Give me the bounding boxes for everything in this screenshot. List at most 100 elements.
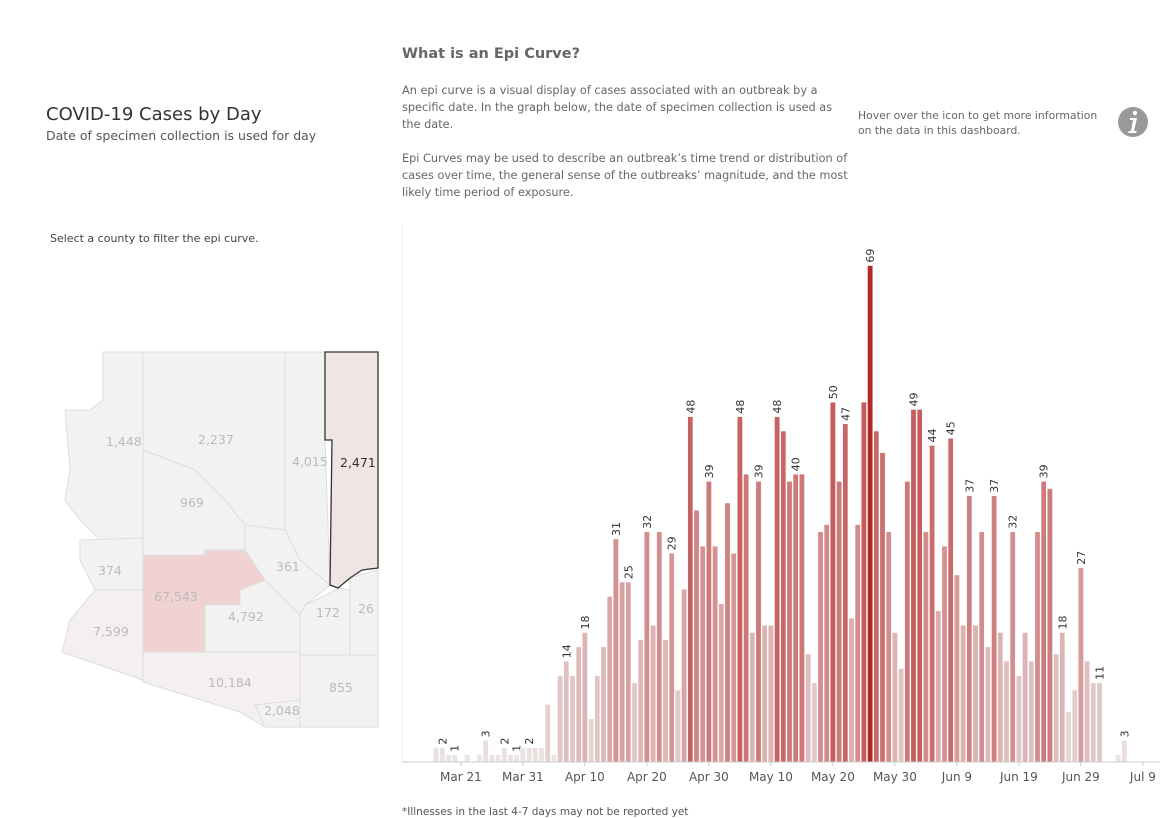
data-label: 39: [1038, 464, 1051, 478]
bar: [594, 675, 601, 763]
info-icon[interactable]: [1118, 107, 1148, 137]
county-value: 172: [316, 605, 340, 620]
x-tick-label: Apr 30: [689, 770, 729, 784]
bar: [768, 625, 774, 763]
county-value: 67,543: [154, 589, 198, 604]
bar: [929, 445, 935, 763]
bar: [538, 747, 545, 763]
county[interactable]: [61, 589, 144, 681]
bar: [569, 675, 576, 763]
data-label: 48: [684, 400, 697, 414]
bar: [817, 531, 824, 763]
info-paragraph: An epi curve is a visual display of case…: [402, 84, 833, 131]
bar: [1003, 661, 1010, 763]
bar: [774, 416, 780, 763]
data-label: 37: [963, 479, 976, 493]
bar: [947, 438, 954, 763]
county-value: 4,792: [228, 609, 264, 624]
bar: [575, 646, 582, 763]
bar: [910, 409, 917, 763]
bar: [668, 553, 675, 763]
bar: [743, 474, 749, 763]
bar: [1059, 632, 1066, 763]
county-value: 374: [98, 563, 122, 578]
data-label: 18: [579, 616, 592, 630]
data-label: 37: [988, 479, 1001, 493]
data-label: 39: [703, 464, 716, 478]
county-value: 1,448: [106, 434, 142, 449]
bar: [532, 747, 539, 763]
bar: [706, 481, 712, 763]
county-value: 361: [276, 559, 300, 574]
county-value: 10,184: [208, 675, 252, 690]
data-label: 31: [610, 522, 623, 536]
bar: [1047, 488, 1053, 763]
bar: [997, 632, 1004, 763]
bar: [1028, 661, 1035, 763]
bar: [606, 596, 613, 763]
bar: [861, 402, 867, 763]
bar: [730, 553, 737, 763]
county-selected[interactable]: [324, 351, 379, 589]
bar: [724, 502, 731, 763]
data-label: 27: [1075, 551, 1088, 565]
bar: [954, 574, 960, 763]
x-tick-label: May 20: [811, 770, 855, 784]
data-label: 44: [926, 428, 939, 442]
bar: [625, 581, 632, 763]
bar: [892, 632, 898, 763]
data-label: 1: [449, 745, 462, 752]
bar: [563, 661, 570, 763]
x-tick-label: Jun 29: [1061, 770, 1100, 784]
bar: [637, 639, 644, 763]
bar: [1090, 682, 1097, 763]
bar: [780, 430, 787, 763]
bar: [991, 495, 997, 763]
bar: [718, 603, 725, 763]
bar: [439, 747, 446, 763]
bar: [1009, 531, 1016, 763]
bar: [755, 481, 762, 763]
bar: [811, 682, 818, 763]
data-label: 48: [771, 400, 784, 414]
bar: [501, 747, 508, 763]
county-value: 7,599: [93, 624, 129, 639]
county-value: 4,015: [292, 454, 328, 469]
info-heading: What is an Epi Curve?: [402, 46, 581, 62]
bar: [823, 524, 830, 763]
bar: [1053, 653, 1059, 763]
bar: [737, 416, 743, 763]
x-tick-label: May 30: [873, 770, 917, 784]
data-label: 39: [753, 464, 766, 478]
data-label: 18: [1056, 616, 1069, 630]
hover-note: Hover over the icon to get more informat…: [858, 109, 1098, 137]
bar: [885, 531, 892, 763]
x-tick-label: Jun 19: [999, 770, 1038, 784]
county-value: 2,471: [340, 455, 376, 470]
county[interactable]: [299, 654, 379, 728]
icon-stem: [1128, 118, 1137, 133]
bar: [476, 754, 483, 763]
bar: [923, 531, 929, 763]
x-tick-label: Apr 10: [565, 770, 605, 784]
filter-note: Select a county to filter the epi curve.: [50, 232, 259, 245]
bar: [675, 689, 681, 763]
data-label: 2: [498, 738, 511, 745]
data-label: 50: [827, 385, 840, 399]
bar: [1121, 740, 1128, 763]
bar: [1115, 754, 1121, 763]
bar: [848, 617, 855, 763]
bar: [699, 545, 706, 763]
data-label: 45: [945, 421, 958, 435]
subtitle: Date of specimen collection is used for …: [46, 128, 317, 143]
bar: [1040, 481, 1047, 763]
data-label: 3: [480, 730, 493, 737]
bar: [867, 265, 873, 763]
bar: [898, 668, 904, 763]
data-label: 14: [560, 644, 573, 658]
data-label: 2: [523, 738, 536, 745]
bar: [799, 474, 805, 763]
bar: [1071, 689, 1078, 763]
bar: [978, 531, 985, 763]
